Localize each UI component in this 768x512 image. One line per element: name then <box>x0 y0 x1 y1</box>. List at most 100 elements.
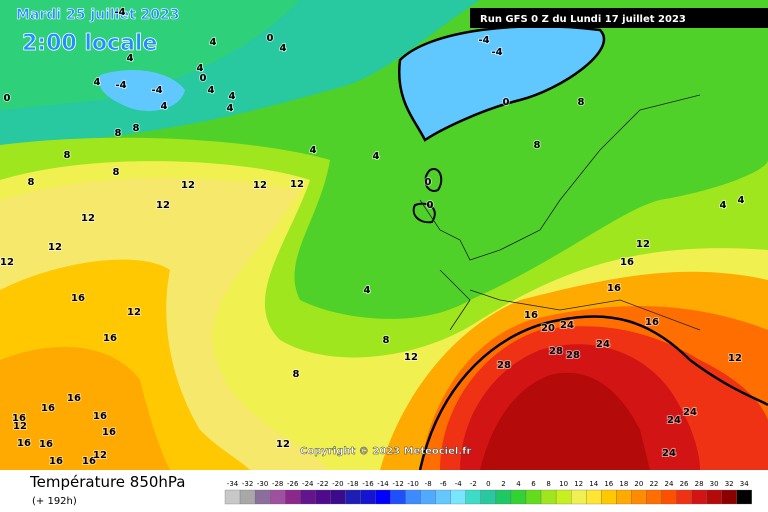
scale-tick-label: 18 <box>619 480 628 488</box>
scale-tick-label: -34 <box>227 480 239 488</box>
scale-tick-label: 14 <box>589 480 598 488</box>
scale-swatch <box>300 489 316 505</box>
contour-label: 4 <box>364 285 371 296</box>
map-background <box>0 0 768 471</box>
scale-swatch <box>510 489 527 505</box>
contour-label: 28 <box>566 350 580 361</box>
contour-label: 4 <box>197 63 204 74</box>
scale-swatch <box>676 489 692 505</box>
scale-swatch <box>525 489 542 505</box>
scale-swatch <box>435 489 451 505</box>
contour-label: 12 <box>404 352 418 363</box>
scale-swatch <box>480 489 497 505</box>
scale-tick-label: -10 <box>407 480 418 488</box>
scale-tick-label: 10 <box>559 480 568 488</box>
scale-tick-label: 32 <box>725 480 734 488</box>
scale-tick-label: 20 <box>634 480 643 488</box>
scale-tick-label: 24 <box>665 480 674 488</box>
contour-label: 12 <box>127 307 141 318</box>
contour-label: 12 <box>81 213 95 224</box>
scale-tick-label: -14 <box>377 480 389 488</box>
scale-swatch <box>330 489 346 505</box>
contour-label: 12 <box>728 353 742 364</box>
copyright: Copyright © 2023 Meteociel.fr <box>300 446 471 457</box>
contour-label: 16 <box>67 393 81 404</box>
contour-label: 4 <box>373 151 380 162</box>
scale-swatch <box>555 489 572 505</box>
contour-label: 4 <box>720 200 727 211</box>
contour-label: 16 <box>82 456 96 467</box>
scale-swatch <box>586 489 602 505</box>
scale-swatch <box>450 489 466 505</box>
scale-swatch <box>706 489 722 505</box>
scale-swatch <box>691 489 707 505</box>
scale-swatch <box>736 489 752 505</box>
contour-label: -4 <box>478 35 489 46</box>
contour-label: 20 <box>541 323 555 334</box>
contour-label: -4 <box>151 85 162 96</box>
contour-label: 16 <box>607 283 621 294</box>
contour-label: 4 <box>94 77 101 88</box>
valid-date: Mardi 25 juillet 2023 <box>16 7 180 23</box>
scale-tick-label: -4 <box>455 480 463 488</box>
contour-label: -4 <box>115 80 126 91</box>
contour-label: 16 <box>103 333 117 344</box>
scale-swatch <box>269 489 286 505</box>
contour-label: 16 <box>41 403 55 414</box>
contour-label: 12 <box>181 180 195 191</box>
contour-label: 0 <box>200 73 207 84</box>
contour-label: 16 <box>93 411 107 422</box>
footer-lead: (+ 192h) <box>32 496 77 507</box>
contour-label: 4 <box>229 91 236 102</box>
scale-swatch <box>571 489 587 505</box>
scale-tick-label: 0 <box>486 480 490 488</box>
scale-tick-label: -20 <box>332 480 343 488</box>
contour-label: 8 <box>28 177 35 188</box>
contour-label: 28 <box>549 346 563 357</box>
contour-label: 12 <box>13 421 27 432</box>
contour-label: 0 <box>503 97 510 108</box>
scale-tick-label: -16 <box>362 480 374 488</box>
scale-swatch <box>239 489 256 505</box>
scale-swatch <box>345 489 361 505</box>
contour-label: 12 <box>253 180 267 191</box>
contour-label: 16 <box>49 456 63 467</box>
scale-swatch <box>285 489 301 505</box>
contour-label: 12 <box>48 242 62 253</box>
contour-label: 16 <box>71 293 85 304</box>
contour-label: 8 <box>383 335 390 346</box>
contour-label: 16 <box>17 438 31 449</box>
contour-label: -4 <box>491 47 502 58</box>
contour-label: 8 <box>578 97 585 108</box>
contour-label: 24 <box>596 339 610 350</box>
scale-swatch <box>616 489 632 505</box>
contour-label: 4 <box>310 145 317 156</box>
scale-swatch <box>540 489 557 505</box>
contour-label: 12 <box>156 200 170 211</box>
scale-tick-label: 12 <box>574 480 583 488</box>
contour-label: 4 <box>210 37 217 48</box>
scale-tick-label: -22 <box>317 480 328 488</box>
contour-label: 8 <box>534 140 541 151</box>
contour-label: 4 <box>227 103 234 114</box>
contour-label: 16 <box>620 257 634 268</box>
scale-swatch <box>601 489 617 505</box>
contour-label: 4 <box>208 85 215 96</box>
scale-swatch <box>495 489 512 505</box>
contour-label: 12 <box>290 179 304 190</box>
scale-tick-label: -24 <box>302 480 314 488</box>
scale-swatch <box>224 489 241 505</box>
scale-swatch <box>390 489 406 505</box>
scale-swatch <box>721 489 737 505</box>
scale-tick-label: 6 <box>531 480 536 488</box>
contour-label: 16 <box>524 310 538 321</box>
local-time: 2:00 locale <box>22 31 157 56</box>
contour-label: 8 <box>113 167 120 178</box>
contour-label: 16 <box>102 427 116 438</box>
scale-swatch <box>420 489 436 505</box>
scale-tick-label: 30 <box>710 480 719 488</box>
scale-swatch <box>465 489 481 505</box>
contour-label: 24 <box>560 320 574 331</box>
